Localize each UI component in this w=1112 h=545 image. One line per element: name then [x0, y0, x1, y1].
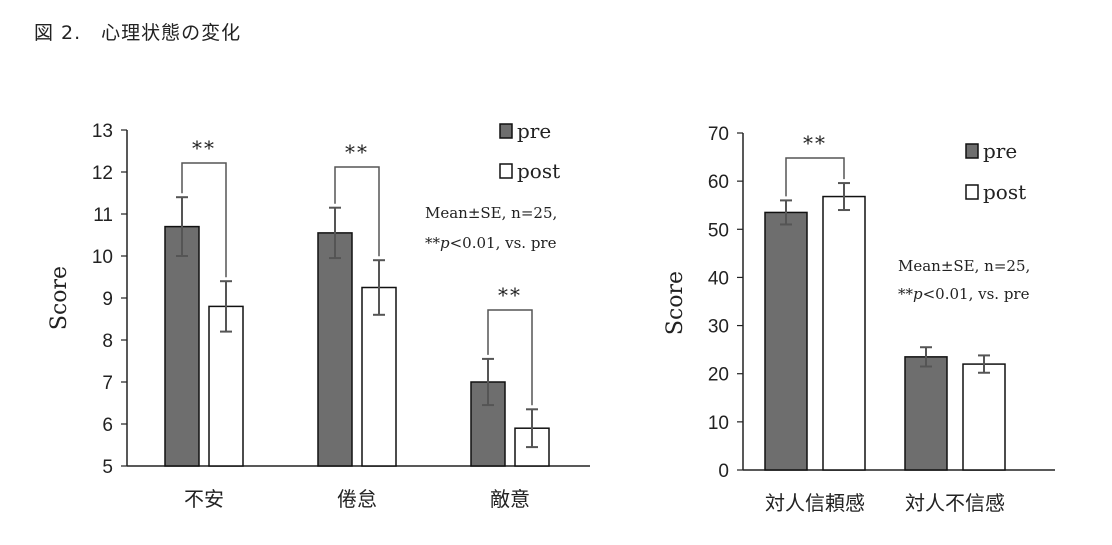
- figure-caption: 図 2. 心理状態の変化: [34, 22, 242, 44]
- chart2-legend-label-post: post: [983, 180, 1026, 204]
- chart2-significance-bracket: [785, 157, 845, 197]
- chart1-legend-label-pre: pre: [517, 119, 551, 143]
- chart1-y-axis-label: Score: [47, 266, 72, 330]
- chart1-legend-swatch-pre: [499, 123, 513, 139]
- chart1-significance-bracket: [334, 166, 380, 257]
- chart2-category-label: 対人信頼感: [765, 491, 865, 515]
- chart1-bar-pre: [164, 225, 200, 467]
- chart2-y-axis-label: Score: [663, 271, 688, 335]
- chart1-bar-post: [361, 286, 397, 467]
- chart2-note-line2: **p<0.01, vs. pre: [898, 285, 1030, 303]
- chart2-legend-swatch-pre: [965, 143, 979, 159]
- chart2-y-tick-label: 30: [708, 317, 729, 338]
- chart1-significance-label: **: [192, 136, 216, 160]
- chart2-bar-post: [962, 363, 1006, 471]
- chart1-bar-post: [208, 305, 244, 467]
- chart2-y-tick-label: 50: [708, 220, 729, 241]
- chart1-significance-bracket: [181, 162, 227, 278]
- chart1-note-line1: Mean±SE, n=25,: [425, 204, 557, 222]
- chart1-y-tick-label: 12: [92, 163, 113, 184]
- chart1-significance-label: **: [345, 140, 369, 164]
- chart1-legend-label-post: post: [517, 159, 560, 183]
- chart1-significance-label: **: [498, 283, 522, 307]
- chart1-y-tick-label: 8: [102, 331, 113, 352]
- chart2-y-tick-label: 0: [718, 461, 729, 482]
- chart1-y-tick-label: 5: [102, 457, 113, 478]
- chart1-y-tick-label: 11: [93, 205, 113, 226]
- chart1-category-label: 倦怠: [337, 487, 377, 511]
- chart2-y-tick-label: 60: [708, 172, 729, 193]
- chart1-significance-bracket: [487, 309, 533, 406]
- chart1-bar-pre: [317, 232, 353, 467]
- chart2-note-line1: Mean±SE, n=25,: [898, 257, 1030, 275]
- chart1-note-line2: **p<0.01, vs. pre: [425, 234, 557, 252]
- chart2-category-label: 対人不信感: [905, 491, 1005, 515]
- chart2-significance-label: **: [803, 131, 827, 155]
- chart2-bar-pre: [904, 356, 948, 471]
- chart2-bar-pre: [764, 211, 808, 471]
- chart1-y-tick-label: 9: [102, 289, 113, 310]
- chart2-legend-swatch-post: [965, 184, 979, 200]
- chart1-category-label: 敵意: [490, 487, 530, 511]
- chart2-y-tick-label: 20: [708, 365, 729, 386]
- chart1-y-tick-label: 7: [102, 373, 113, 394]
- chart2-y-tick-label: 40: [708, 268, 729, 289]
- chart1-y-tick-label: 6: [102, 415, 113, 436]
- chart2-legend-label-pre: pre: [983, 139, 1017, 163]
- chart1-y-tick-label: 13: [92, 121, 113, 142]
- chart2-y-tick-label: 70: [708, 124, 729, 145]
- chart1-y-tick-label: 10: [92, 247, 113, 268]
- chart1-category-label: 不安: [184, 487, 224, 511]
- chart2-bar-post: [822, 195, 866, 471]
- chart2-y-tick-label: 10: [708, 413, 729, 434]
- chart1-legend-swatch-post: [499, 163, 513, 179]
